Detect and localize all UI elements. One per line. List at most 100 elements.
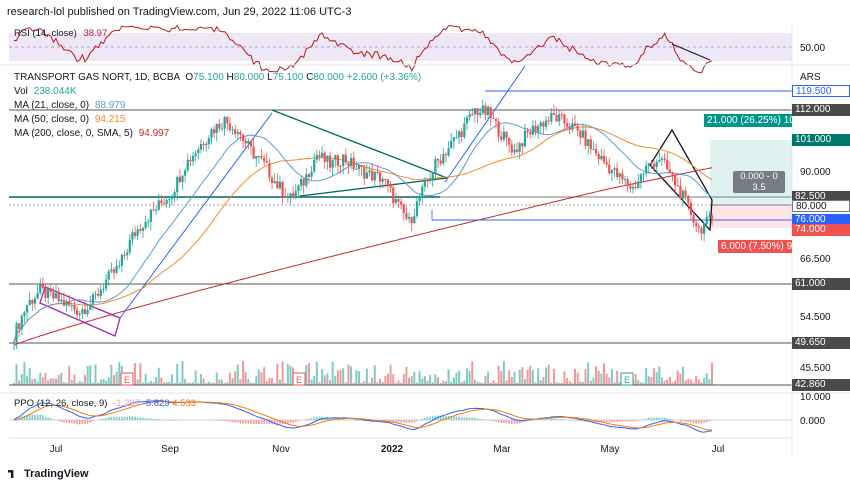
candle [215,123,218,142]
ppo-histogram-bar [434,415,437,420]
candle [550,107,553,125]
level-tag-101[interactable]: 101.000 [792,134,850,146]
candle-body [526,130,529,133]
volume-bar [313,375,316,385]
candle [571,117,574,133]
ppo-histogram-bar [574,420,576,421]
vol-legend[interactable]: Vol 238.044K [14,86,77,97]
candle [668,161,671,174]
level-tag-49-650[interactable]: 49.650 [792,337,850,349]
candle [689,198,693,220]
volume-bar [697,379,700,385]
ppo-legend[interactable]: PPO (12, 26, close, 9) -1.297 -5.829 4.5… [14,398,196,409]
earnings-markers[interactable]: E E E [120,372,634,386]
ppo-histogram-bar [60,420,63,422]
candle-body [120,254,123,266]
candle-body [442,154,445,164]
position-ratio-box[interactable]: 0.000 - 0 3.5 [733,171,785,193]
candle [220,122,224,132]
earnings-marker-1[interactable]: E [120,372,134,386]
candle-body [439,160,442,164]
rsi-legend[interactable]: RSI (14, close) 38.97 [14,28,107,39]
candle-body [457,131,461,138]
candle-body [197,149,200,154]
candle-body [149,209,152,222]
candle [328,151,332,173]
candle [20,313,23,336]
rsi-line [13,24,713,74]
candle [621,169,624,185]
candle-body [52,291,55,299]
volume-bar [81,381,84,385]
candle [302,178,305,194]
candle-body [668,169,671,173]
level-tag-74[interactable]: 74.000 [792,224,850,236]
ma21-legend[interactable]: MA (21, close, 0) 88.979 [14,100,125,111]
ppo-histogram-bar [426,417,429,420]
volume-bar [602,363,605,385]
candle-body [226,117,229,124]
candle [170,194,174,206]
candle [471,107,474,117]
volume-bar [105,380,108,385]
publish-header: research-lol published on TradingView.co… [7,6,352,18]
ma50-legend[interactable]: MA (50, close, 0) 94.215 [14,114,125,125]
candle-body [613,168,616,171]
ppo-histogram-bar [695,420,697,424]
volume-bar [207,381,210,385]
volume-bar [521,367,524,385]
position-stop-label[interactable]: 6.000 (7.50%) 99 [718,240,792,253]
volume-bar [60,372,63,385]
candle-body [210,129,213,139]
level-tag-80[interactable]: 80.000 [792,200,850,212]
ppo-histogram-bar [360,420,363,421]
falling-wedge [649,128,713,232]
ppo-histogram-bar [421,418,424,420]
volume-bar [213,382,216,385]
earnings-marker-2[interactable]: E [292,372,306,386]
volume-bar [210,382,213,385]
volume-bar [371,377,374,385]
volume-bar [347,364,350,385]
ppo-histogram-bar [400,420,402,423]
candle-body [118,265,121,267]
ppo-histogram-bar [611,420,613,423]
ppo-histogram-bar [489,420,492,421]
ppo-histogram-bar [47,417,49,420]
candle-body [260,155,263,159]
price-tick-54-5: 54.500 [800,312,831,323]
symbol-legend[interactable]: TRANSPORT GAS NORT, 1D, BCBA O75.100 H80… [14,72,421,83]
volume-bar [205,382,208,385]
level-tag-119-500[interactable]: 119.500 [792,85,850,97]
ppo-axis-0: 0.000 [800,416,825,427]
candle [505,131,508,146]
candle [234,125,237,139]
candle-body [547,120,550,122]
candle-body [418,197,421,202]
volume-bar [231,378,234,385]
tradingview-logo[interactable]: TradingView [8,468,89,480]
level-tag-42-860[interactable]: 42.860 [792,379,850,391]
candle-body [284,196,287,198]
volume-bar [566,377,569,385]
candle [460,128,463,143]
volume-bar [384,375,387,385]
volume-bar [234,371,237,385]
candle [547,116,550,126]
ppo-value-2: -5.829 [142,398,170,409]
candle-body [33,298,37,304]
ppo-histogram-bar [89,420,92,423]
position-target-label[interactable]: 21.000 (26.25%) 100 [704,114,792,127]
earnings-marker-3[interactable]: E [620,372,634,386]
ohlc-l-label: L [267,72,273,83]
volume-bar [455,372,458,385]
ma200-legend[interactable]: MA (200, close, 0, SMA, 5) 94.997 [14,128,169,139]
volume-bar [344,382,347,385]
volume-bar [539,380,542,385]
candle [112,267,116,280]
level-tag-61[interactable]: 61.000 [792,278,850,290]
candle-body [581,130,585,138]
candle-body [139,229,142,231]
level-tag-76[interactable]: 76.000 [792,214,850,226]
level-tag-112[interactable]: 112.000 [792,104,850,116]
